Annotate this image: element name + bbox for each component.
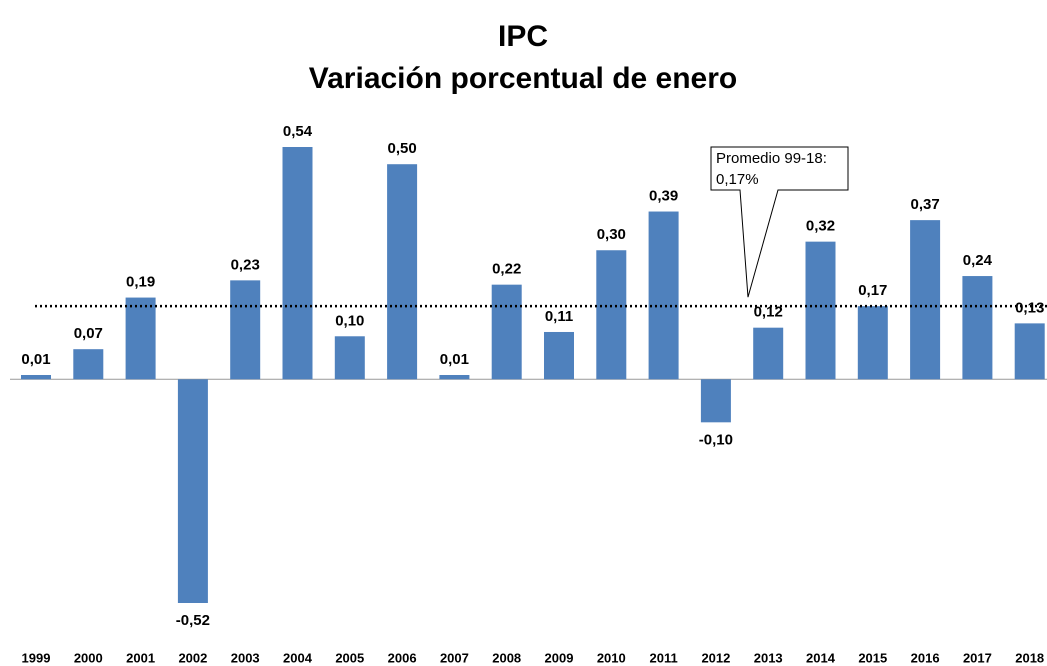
bar	[648, 211, 679, 380]
bar	[334, 336, 365, 380]
bar	[596, 250, 627, 380]
data-label: 0,12	[754, 304, 783, 321]
data-label: -0,52	[176, 612, 210, 629]
bar	[491, 284, 522, 380]
bar	[230, 280, 261, 380]
x-tick-label: 2014	[806, 650, 836, 665]
bar	[439, 375, 470, 380]
chart-title: IPC	[498, 20, 548, 53]
x-tick-label: 2004	[283, 650, 313, 665]
data-label: 0,11	[545, 308, 573, 325]
callout-text: 0,17%	[716, 171, 759, 188]
bar	[282, 147, 313, 380]
x-tick-label: 2010	[597, 650, 626, 665]
bar	[700, 379, 731, 423]
data-label: 0,17	[858, 282, 887, 299]
bar	[753, 327, 784, 380]
bar	[73, 349, 104, 380]
data-label: 0,32	[806, 218, 835, 235]
data-label: 0,30	[597, 226, 626, 243]
data-label: 0,13	[1015, 299, 1044, 316]
bar	[1014, 323, 1045, 380]
data-label: 0,37	[910, 196, 939, 213]
bar	[910, 220, 941, 380]
data-label: 0,07	[74, 325, 103, 342]
x-tick-label: 2008	[492, 650, 521, 665]
data-label: 0,19	[126, 274, 155, 291]
bar	[962, 276, 993, 380]
bar	[857, 306, 888, 380]
data-label: 0,39	[649, 187, 678, 204]
data-label: 0,10	[335, 312, 364, 329]
callout-text: Promedio 99-18:	[716, 150, 827, 167]
bar	[544, 331, 574, 380]
data-label: 0,22	[492, 261, 521, 278]
x-tick-label: 2017	[963, 650, 992, 665]
data-label: 0,50	[387, 140, 416, 157]
x-tick-label: 2006	[388, 650, 417, 665]
x-tick-label: 2000	[74, 650, 103, 665]
callout-box	[710, 146, 849, 298]
chart-subtitle: Variación porcentual de enero	[309, 62, 737, 95]
bar	[21, 375, 51, 380]
data-label: 0,24	[963, 252, 993, 269]
x-tick-label: 2012	[701, 650, 730, 665]
x-tick-label: 2005	[335, 650, 364, 665]
x-tick-label: 2013	[754, 650, 783, 665]
x-tick-label: 2003	[231, 650, 260, 665]
x-tick-label: 1999	[22, 650, 51, 665]
x-tick-label: 2002	[178, 650, 207, 665]
x-tick-label: 2011	[649, 650, 677, 665]
data-label: 0,23	[231, 256, 260, 273]
x-tick-label: 2015	[858, 650, 887, 665]
x-tick-label: 2018	[1015, 650, 1044, 665]
x-tick-label: 2001	[126, 650, 155, 665]
data-label: -0,10	[699, 431, 733, 448]
bar	[387, 164, 418, 380]
x-tick-label: 2009	[545, 650, 574, 665]
bar	[125, 297, 156, 380]
data-label: 0,01	[440, 351, 469, 368]
x-tick-label: 2016	[911, 650, 940, 665]
data-label: 0,54	[283, 123, 313, 140]
bar	[177, 379, 208, 603]
bar	[805, 241, 836, 380]
x-tick-label: 2007	[440, 650, 469, 665]
data-label: 0,01	[21, 351, 50, 368]
